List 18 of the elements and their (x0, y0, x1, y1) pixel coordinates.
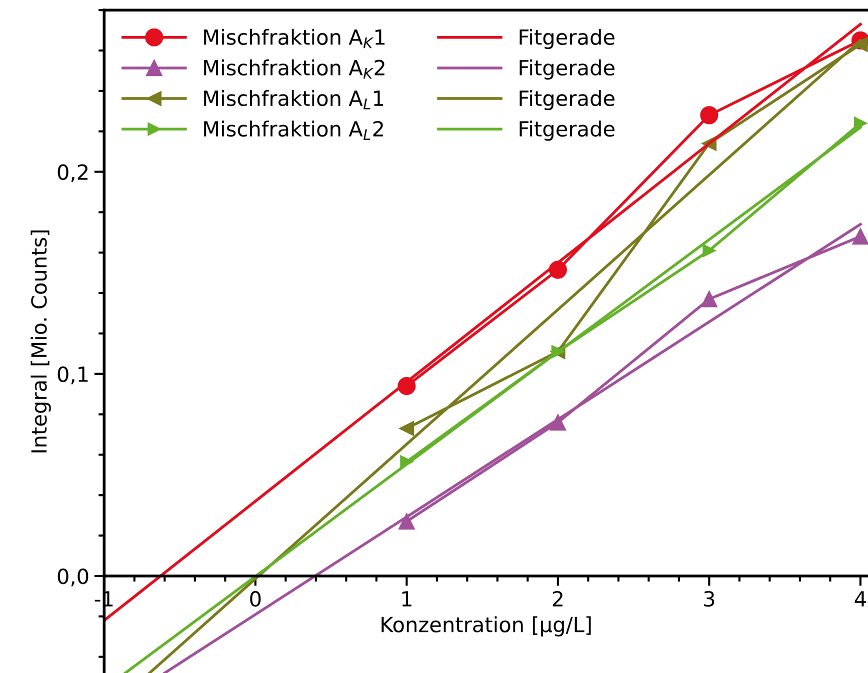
legend-label: Mischfraktion A$_{K}$1 (204, 28, 385, 48)
y-tick-label: 0,1 (58, 366, 88, 384)
legend-label: Fitgerade (520, 59, 614, 80)
x-tick-label: 1 (402, 591, 412, 606)
legend-label: Mischfraktion A$_{L}$2 (204, 120, 383, 140)
legend-label: Fitgerade (520, 120, 614, 141)
x-tick-label: 4 (854, 591, 866, 606)
x-tick-label: 0 (250, 590, 261, 607)
legend-label: Fitgerade (520, 28, 614, 50)
x-axis-title: Konzentration [µg/L] (382, 616, 591, 636)
y-tick-label: 0,0 (58, 568, 88, 586)
x-tick-label: 2 (552, 590, 562, 606)
y-axis-title: Integral [Mio. Counts] (30, 230, 51, 452)
legend-label: Fitgerade (520, 90, 614, 110)
y-tick-label: 0,2 (58, 164, 88, 182)
legend-label: Mischfraktion A$_{K}$2 (204, 59, 384, 79)
legend-label: Mischfraktion A$_{L}$1 (204, 90, 384, 110)
x-tick-label: 3 (704, 590, 714, 607)
